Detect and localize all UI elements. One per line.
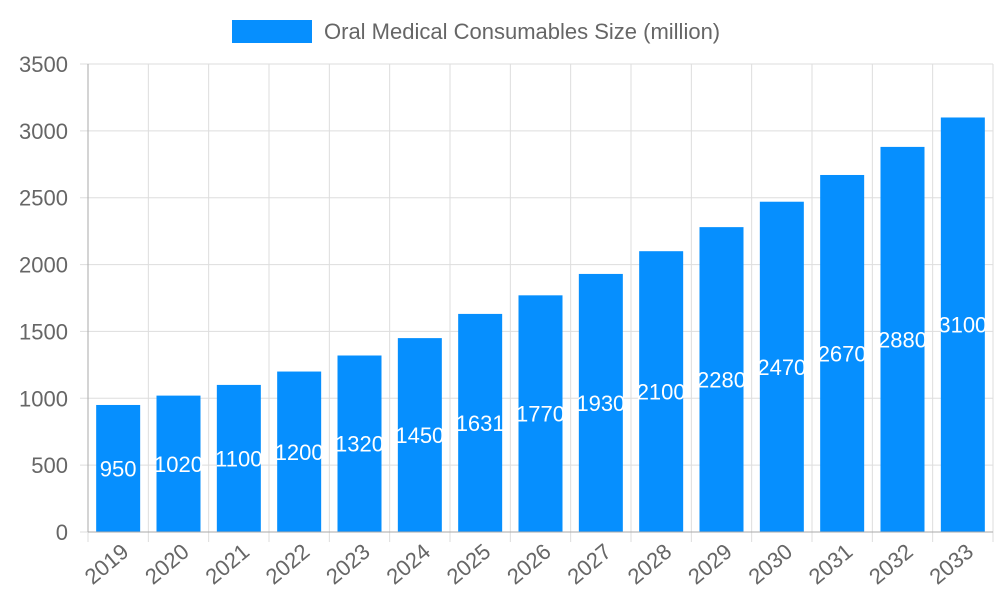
x-tick-label: 2031 bbox=[804, 539, 858, 590]
data-label: 1020 bbox=[154, 452, 203, 477]
data-labels: 950 1020 1100 1200 1320 1450 1631 1770 1930 2100 2… bbox=[100, 313, 988, 482]
x-tick-label: 2020 bbox=[140, 539, 194, 590]
bar bbox=[458, 313, 503, 532]
bar bbox=[699, 227, 744, 533]
bar bbox=[578, 273, 623, 532]
data-label: 1320 bbox=[335, 432, 384, 457]
bar bbox=[639, 251, 684, 532]
x-tick-label: 2028 bbox=[623, 539, 677, 590]
bar bbox=[277, 371, 322, 532]
x-tick-label: 2025 bbox=[442, 539, 496, 590]
bar bbox=[759, 201, 804, 532]
x-tick-label: 2021 bbox=[200, 539, 254, 590]
x-tick-label: 2026 bbox=[502, 539, 556, 590]
data-label: 1631 bbox=[456, 411, 505, 436]
data-label: 1100 bbox=[215, 446, 262, 471]
bar bbox=[518, 295, 563, 532]
x-tick-label: 2029 bbox=[683, 539, 737, 590]
bar bbox=[337, 355, 382, 532]
x-tick-label: 2024 bbox=[381, 539, 435, 590]
y-tick-label: 3500 bbox=[19, 52, 68, 77]
y-tick-label: 2000 bbox=[19, 253, 68, 278]
bar bbox=[397, 338, 442, 532]
y-tick-label: 500 bbox=[31, 453, 68, 478]
data-label: 1930 bbox=[576, 391, 625, 416]
y-tick-label: 1000 bbox=[19, 386, 68, 411]
grid bbox=[80, 63, 994, 542]
data-label: 2280 bbox=[697, 368, 746, 393]
bar bbox=[156, 395, 201, 532]
x-tick-label: 2019 bbox=[80, 539, 134, 590]
y-tick-label: 3000 bbox=[19, 119, 68, 144]
bar bbox=[820, 174, 865, 533]
data-label: 2470 bbox=[757, 355, 806, 380]
y-tick-label: 0 bbox=[56, 520, 68, 545]
data-label: 1450 bbox=[395, 423, 444, 448]
legend-label: Oral Medical Consumables Size (million) bbox=[324, 19, 720, 44]
y-tick-label: 2500 bbox=[19, 186, 68, 211]
bar bbox=[880, 146, 925, 532]
x-tick-label: 2032 bbox=[864, 539, 918, 590]
legend-swatch bbox=[232, 20, 312, 43]
bar bbox=[96, 404, 141, 532]
data-label: 2100 bbox=[637, 380, 686, 405]
x-tick-label: 2033 bbox=[924, 539, 978, 590]
legend[interactable]: Oral Medical Consumables Size (million) bbox=[232, 19, 720, 44]
x-tick-label: 2030 bbox=[743, 539, 797, 590]
data-label: 1200 bbox=[275, 440, 324, 465]
data-label: 1770 bbox=[516, 402, 565, 427]
x-tick-label: 2023 bbox=[321, 539, 375, 590]
x-tick-label: 2022 bbox=[261, 539, 315, 590]
data-label: 2880 bbox=[878, 327, 927, 352]
bar bbox=[216, 384, 261, 532]
data-label: 2670 bbox=[818, 341, 867, 366]
bars bbox=[96, 117, 985, 533]
bar bbox=[940, 117, 985, 532]
data-label: 950 bbox=[100, 456, 137, 481]
y-tick-label: 1500 bbox=[19, 319, 68, 344]
x-tick-label: 2027 bbox=[562, 539, 616, 590]
data-label: 3100 bbox=[938, 313, 987, 338]
